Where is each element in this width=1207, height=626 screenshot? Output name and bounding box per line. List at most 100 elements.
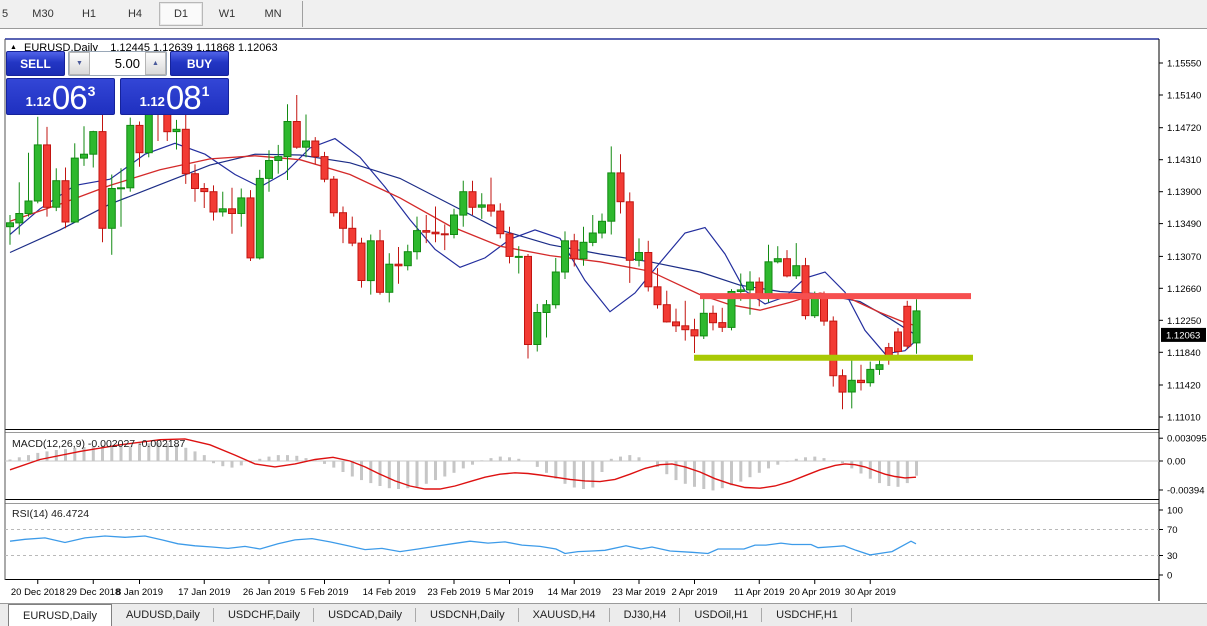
sell-button[interactable]: SELL: [6, 51, 65, 76]
candle-body: [903, 305, 912, 347]
macd-signal-line: [9, 438, 917, 490]
date-axis-label: 20 Dec 2018: [11, 587, 65, 598]
candle-body: [70, 157, 79, 223]
candle-body: [773, 258, 782, 263]
sell-price-small: 1.12: [25, 94, 51, 109]
chart-tab-audusd-daily[interactable]: AUDUSD,Daily: [112, 604, 214, 626]
macd-bar: [17, 457, 21, 461]
sell-price-sup: 3: [87, 83, 96, 99]
macd-bar: [915, 461, 918, 476]
macd-bar: [91, 446, 95, 461]
candles-layer: [6, 88, 921, 410]
chart-tab-dj30-h4[interactable]: DJ30,H4: [610, 604, 681, 626]
current-price-label: 1.12063: [1166, 330, 1200, 341]
timeframe-button-d1[interactable]: D1: [159, 2, 203, 26]
macd-bar: [868, 461, 872, 479]
macd-bar: [693, 461, 696, 487]
macd-bar: [73, 447, 77, 461]
sell-price-big: 06: [51, 79, 88, 116]
candle-body: [135, 124, 144, 154]
timeframe-button-w1[interactable]: W1: [218, 8, 236, 20]
candle-body: [348, 227, 357, 244]
candle-body: [200, 188, 209, 193]
date-axis-label: 20 Apr 2019: [789, 587, 840, 598]
macd-bar: [609, 458, 613, 461]
macd-bar: [350, 461, 354, 477]
rsi-axis-label: 70: [1167, 525, 1178, 536]
buy-price-tile[interactable]: 1.12 08 1: [120, 78, 229, 115]
buy-price-small: 1.12: [139, 94, 165, 109]
chart-tab-usdchf-daily[interactable]: USDCHF,Daily: [214, 604, 315, 626]
candle-body: [625, 201, 634, 261]
macd-bar: [563, 461, 567, 484]
candle-body: [736, 289, 745, 292]
price-axis[interactable]: 1.15550 1.15140 1.14720 1.14310 1.13900 1.134…: [1159, 59, 1207, 582]
price-axis-label: 1.11840: [1167, 348, 1201, 359]
macd-bar: [8, 459, 12, 461]
price-axis-label: 1.11010: [1167, 413, 1201, 424]
candle-body: [838, 375, 847, 393]
macd-axis-label: -0.00394: [1167, 486, 1205, 497]
candle-body: [181, 128, 190, 175]
timeframe-button-mn[interactable]: MN: [264, 8, 282, 20]
candle-body: [616, 172, 625, 203]
candle-body: [829, 320, 838, 377]
macd-bar: [369, 461, 373, 484]
macd-bar: [591, 461, 595, 488]
timeframe-button-h4[interactable]: H4: [127, 8, 143, 20]
timeframe-button-5[interactable]: 5: [2, 8, 9, 20]
volume-increase-button[interactable]: ▲: [145, 52, 166, 75]
macd-bar: [730, 461, 733, 486]
macd-bar: [517, 458, 521, 461]
macd-bar: [480, 460, 484, 461]
chart-tab-usdcnh-daily[interactable]: USDCNH,Daily: [416, 604, 519, 626]
macd-bar: [387, 461, 391, 489]
sell-price-tile[interactable]: 1.12 06 3: [6, 78, 115, 115]
macd-bar: [212, 461, 215, 464]
macd-bar: [702, 461, 706, 489]
macd-bar: [905, 461, 909, 484]
chart-tab-usdcad-daily[interactable]: USDCAD,Daily: [314, 604, 417, 626]
candle-body: [440, 233, 449, 236]
candle-body: [172, 128, 181, 133]
macd-bar: [64, 449, 67, 461]
buy-button[interactable]: BUY: [170, 51, 229, 76]
macd-axis-label: 0.00: [1167, 457, 1186, 468]
candle-body: [598, 220, 606, 234]
macd-bar: [711, 461, 715, 491]
candle-body: [690, 329, 699, 337]
macd-bar: [748, 461, 752, 478]
timeframe-button-h1[interactable]: H1: [81, 8, 97, 20]
rsi-axis-label: 30: [1167, 551, 1178, 562]
chart-tab-usdoil-h1[interactable]: USDOil,H1: [680, 604, 762, 626]
macd-bar: [443, 461, 447, 477]
macd-bar: [165, 443, 169, 461]
chart-plot-svg[interactable]: 1.15550 1.15140 1.14720 1.14310 1.13900 1.134…: [0, 29, 1207, 604]
macd-bar: [45, 451, 49, 461]
timeframe-button-m30[interactable]: M30: [32, 8, 54, 20]
macd-bar: [841, 461, 844, 464]
candle-body: [662, 304, 671, 323]
chart-tab-xauusd-h4[interactable]: XAUUSD,H4: [519, 604, 610, 626]
macd-bar: [452, 461, 456, 473]
collapse-triangle-icon[interactable]: ▲: [10, 44, 17, 51]
macd-bar: [471, 461, 474, 465]
volume-decrease-button[interactable]: ▼: [69, 52, 90, 75]
macd-bar: [313, 460, 317, 461]
macd-bar: [498, 456, 502, 461]
rsi-indicator-label: RSI(14) 46.4724: [12, 508, 90, 520]
candle-body: [727, 291, 736, 328]
candle-body: [524, 255, 532, 345]
chart-tab-eurusd-daily[interactable]: EURUSD,Daily: [8, 604, 112, 626]
date-axis-label: 5 Feb 2019: [300, 587, 348, 598]
rsi-line: [9, 535, 917, 556]
candle-body: [191, 173, 199, 189]
macd-bar: [822, 458, 826, 461]
chart-tab-usdchf-h1[interactable]: USDCHF,H1: [762, 604, 852, 626]
macd-bar: [739, 461, 743, 482]
candle-body: [570, 240, 579, 260]
candle-body: [246, 197, 255, 259]
volume-input[interactable]: 5.00: [114, 56, 140, 71]
macd-bar: [785, 461, 789, 462]
